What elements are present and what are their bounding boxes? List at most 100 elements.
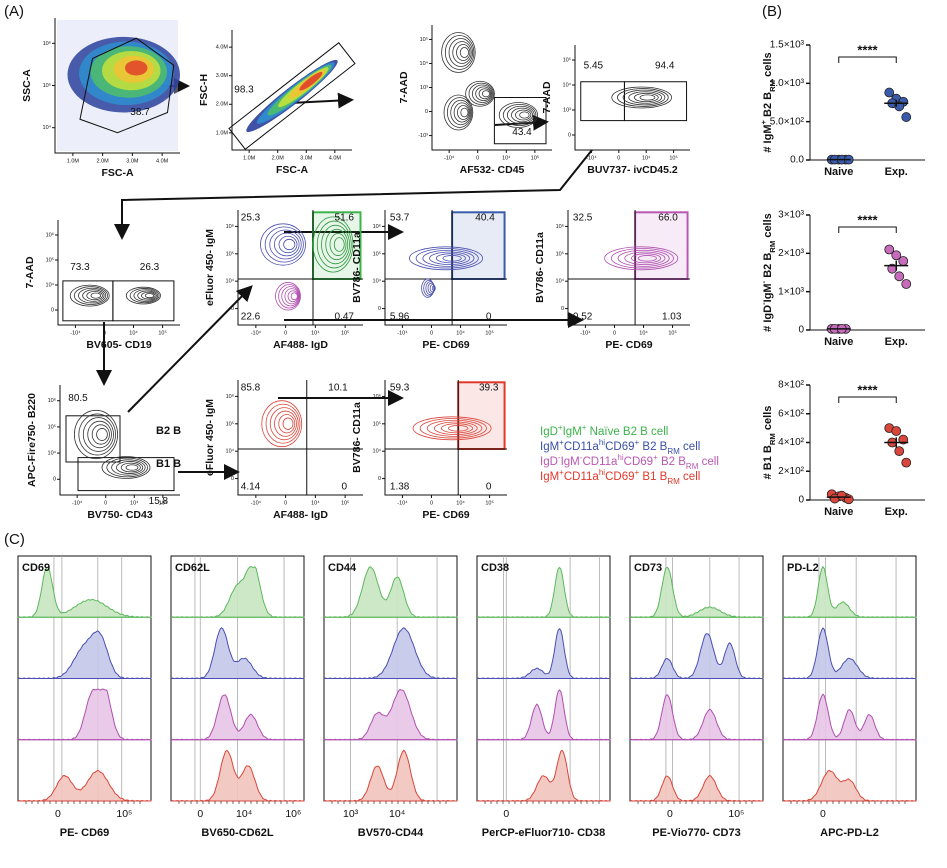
y-axis-label: 7-AAD <box>398 71 410 104</box>
text-part: + <box>653 453 658 462</box>
y-axis-label: eFluor 450- IgM <box>204 229 216 306</box>
text-part: + <box>635 468 640 477</box>
y-tick-label: 0.0 <box>790 155 804 166</box>
contour <box>283 238 296 251</box>
x-axis-label: BV570-CD44 <box>358 827 424 839</box>
y-tick-label: 10⁶ <box>373 393 381 400</box>
text-part: # B1 B <box>762 445 774 479</box>
contour <box>471 84 493 103</box>
x-tick-label: 10⁵ <box>531 154 539 161</box>
y-axis-label: BV786- CD11a <box>351 402 363 473</box>
gate-value: 1.38 <box>390 482 410 493</box>
y-tick-label: 2.0M <box>216 102 229 108</box>
text-part: cell <box>698 456 718 468</box>
x-tick-label: 3.0M <box>300 155 313 161</box>
histogram <box>17 566 152 618</box>
gate-value: 5.96 <box>390 312 410 323</box>
histogram-panel: 0 PD-L2 APC-PD-L2 <box>782 555 917 839</box>
x-axis-label: BV605- CD19 <box>86 339 152 351</box>
contour <box>443 94 474 131</box>
contour <box>637 255 657 262</box>
contour <box>498 102 539 128</box>
gate-value: 85.8 <box>241 383 261 394</box>
contour <box>456 44 471 61</box>
significance: **** <box>857 212 878 227</box>
x-axis-label: PerCP-eFluor710- CD38 <box>482 827 606 839</box>
y-axis-label: # B1 BRM cells <box>762 406 777 480</box>
contour <box>125 286 161 305</box>
contour <box>86 290 103 301</box>
significance-bracket <box>838 56 897 63</box>
text-part: IgM <box>563 426 582 438</box>
contour <box>106 457 148 478</box>
contour <box>624 251 666 266</box>
x-tick-label: -10⁴ <box>444 154 455 161</box>
text-part: cell <box>680 441 700 453</box>
contour <box>426 419 483 437</box>
x-axis-label: FSC-A <box>101 167 133 179</box>
y-tick-label: 10⁶ <box>556 223 564 230</box>
gate <box>77 457 175 492</box>
text-part: RM <box>667 477 680 486</box>
x-tick-label: 2.0M <box>272 155 285 161</box>
contour <box>264 226 304 263</box>
axis <box>237 380 363 496</box>
axis <box>57 220 180 326</box>
contour <box>120 462 141 473</box>
contour <box>312 216 354 273</box>
text-part: - <box>558 453 561 462</box>
x-axis-label: BV750- CD43 <box>87 509 153 521</box>
text-part: B2 B <box>762 253 774 281</box>
gate-value: 0 <box>486 312 492 323</box>
x-tick-label: Naive <box>824 506 853 518</box>
text-part: IgD <box>540 426 558 438</box>
gate <box>580 81 625 122</box>
contour <box>639 94 656 101</box>
y-tick-label: 0 <box>568 132 571 138</box>
y-tick-label: 1.5×10³ <box>770 40 805 51</box>
text-part: CD11a <box>564 441 600 453</box>
x-axis-label: AF488- IgD <box>273 509 328 521</box>
y-axis-label: BV786- CD11a <box>534 232 546 303</box>
axis <box>384 380 507 496</box>
x-tick-label: 0 <box>103 330 106 336</box>
contour <box>617 88 669 107</box>
x-tick-label: Exp. <box>885 166 908 178</box>
legend-entry: IgM+CD11ahiCD69+ B2 BRM cell <box>540 438 700 456</box>
x-tick-label: Naive <box>824 166 853 178</box>
gate-value: 80.5 <box>68 393 88 404</box>
contour <box>87 420 112 449</box>
y-tick-label: 8×10² <box>778 380 805 391</box>
x-tick-label: Exp. <box>885 336 908 348</box>
text-part: hi <box>617 453 623 462</box>
contour <box>73 286 108 305</box>
y-tick-label: 10⁴ <box>373 278 382 285</box>
contour <box>481 90 490 98</box>
text-part: CD11a <box>582 456 618 468</box>
axis <box>237 210 363 326</box>
gate <box>228 42 356 150</box>
gate-value: 98.3 <box>234 85 254 96</box>
text-part: Naïve B2 B cell <box>586 426 668 438</box>
marker-label: CD73 <box>634 562 662 574</box>
x-tick-label: 10⁴ <box>502 154 511 161</box>
histogram <box>476 749 611 802</box>
gate <box>451 211 506 280</box>
histogram <box>17 688 152 741</box>
y-tick-label: 10⁶ <box>48 397 56 404</box>
x-tick-label: 0 <box>476 155 479 161</box>
contour <box>273 232 300 257</box>
contour <box>74 409 119 460</box>
y-axis-label: SSC-A <box>21 69 33 102</box>
marker-label: PD-L2 <box>787 562 819 574</box>
marker-label: CD38 <box>481 562 509 574</box>
y-tick-label: 10⁴ <box>43 124 52 131</box>
gate-value: 40.4 <box>475 213 495 224</box>
x-tick-label: 0 <box>284 500 287 506</box>
histogram-panel: 10³ 10⁴ CD44 BV570-CD44 <box>323 555 458 839</box>
text-part: B2 B <box>762 92 774 120</box>
gate-value: 0.47 <box>335 312 355 323</box>
contour <box>316 220 352 269</box>
axis <box>59 385 180 496</box>
x-axis-label: PE- CD69 <box>422 509 469 521</box>
